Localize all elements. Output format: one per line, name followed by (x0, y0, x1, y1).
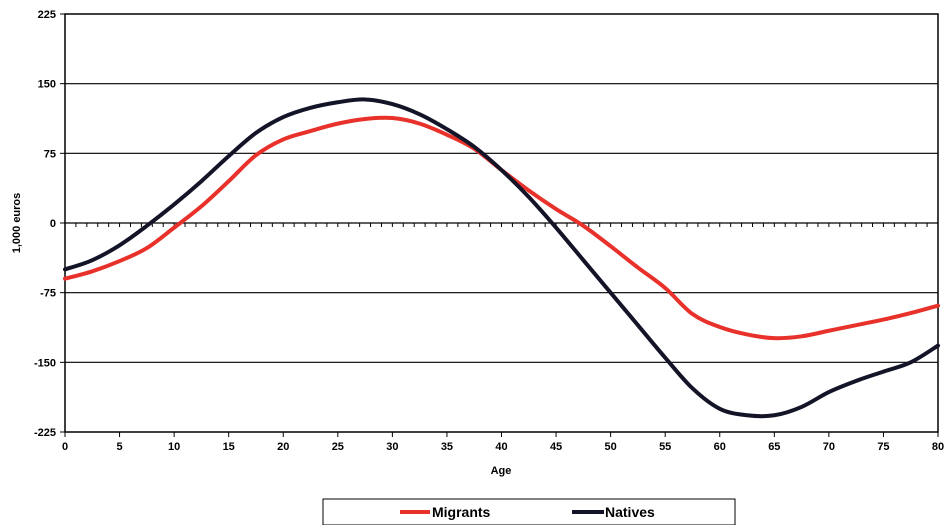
y-axis-ticks: 225 150 75 0 -75 -150 -225 (34, 9, 65, 439)
x-tick-label: 30 (386, 441, 398, 453)
grid-lines (65, 83, 938, 363)
x-tick-label: 25 (332, 441, 344, 453)
series-lines (63, 97, 940, 419)
x-tick-label: 40 (495, 441, 507, 453)
legend: Migrants Natives (322, 498, 736, 525)
x-tick-label: 20 (277, 441, 289, 453)
legend-label-migrants: Migrants (432, 504, 491, 520)
y-tick-label: 75 (44, 148, 56, 160)
x-tick-label: 0 (62, 441, 68, 453)
x-tick-label: 75 (877, 441, 889, 453)
x-tick-label: 70 (823, 441, 835, 453)
x-tick-label: 10 (168, 441, 180, 453)
series-line-natives (63, 97, 940, 419)
x-tick-label: 55 (659, 441, 671, 453)
y-tick-label: -75 (40, 288, 56, 300)
x-tick-label: 15 (223, 441, 235, 453)
x-tick-label: 45 (550, 441, 562, 453)
x-tick-label: 5 (117, 441, 123, 453)
y-tick-label: 150 (38, 79, 56, 91)
x-tick-label: 65 (768, 441, 780, 453)
y-tick-label: -225 (34, 427, 56, 439)
x-tick-label: 50 (605, 441, 617, 453)
zero-line-minor-ticks (64, 223, 939, 227)
legend-box (322, 498, 736, 525)
x-tick-label: 60 (714, 441, 726, 453)
x-tick-label: 80 (932, 441, 944, 453)
legend-label-natives: Natives (605, 504, 655, 520)
y-tick-label: 225 (38, 9, 56, 21)
x-tick-label: 35 (441, 441, 453, 453)
x-axis-ticks: 0 5 10 15 20 25 30 35 40 45 50 55 60 65 70 75 80 (62, 432, 944, 453)
y-tick-label: 0 (50, 218, 56, 230)
y-axis-label: 1,000 euros (11, 193, 23, 254)
x-axis-label: Age (491, 465, 512, 477)
y-tick-label: -150 (34, 357, 56, 369)
